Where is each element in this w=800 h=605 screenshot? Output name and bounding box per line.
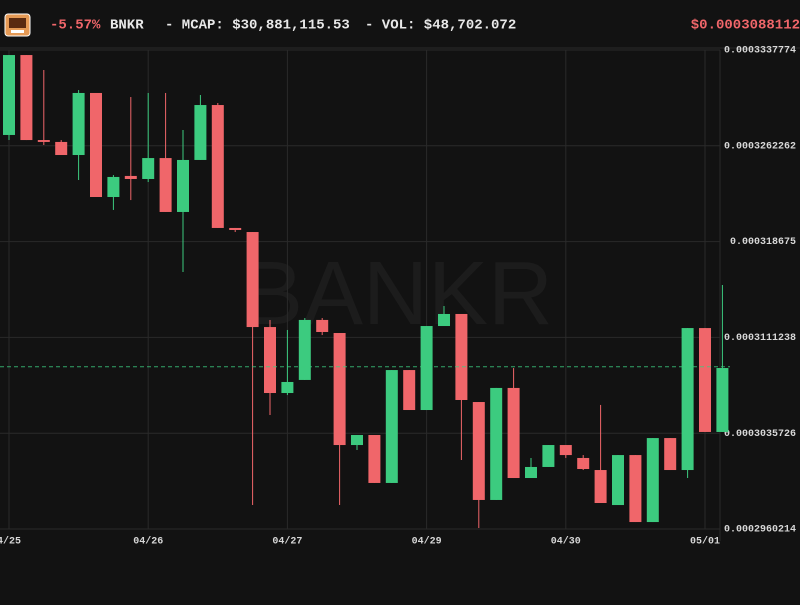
watermark: BANKR [243,244,553,344]
candle-body [37,140,50,142]
market-cap: - MCAP: $30,881,115.53 [165,18,350,34]
candle-body [72,92,85,156]
candle-body [438,313,450,327]
candle-body [107,176,120,198]
x-tick-label: 04/30 [551,536,581,548]
x-tick-label: 05/01 [690,536,720,548]
candle-body [699,328,711,432]
y-tick-label: 0.0003111238 [724,333,796,344]
candle-body [559,445,572,456]
candle-body [142,158,155,179]
candle-body [194,105,207,160]
x-tick-label: 04/27 [272,536,302,548]
candle-body [629,455,642,523]
candle-body [351,435,363,446]
candle-body [281,381,294,394]
x-tick-label: 04/29 [412,536,442,548]
y-tick-label: 0.0003262262 [724,141,796,152]
candle-body [211,105,224,228]
y-tick-label: 0.000318675 [730,237,796,248]
candle-body [681,328,694,471]
candle-body [246,232,259,328]
candle-body [55,141,68,156]
x-tick-label: 04/26 [133,536,163,548]
candle-body [542,445,555,467]
candle-body [385,370,398,483]
y-tick-label: 0.0003337774 [724,46,796,57]
candle-body [229,227,242,230]
x-tick-label: 4/25 [0,536,21,548]
price-change: -5.57% [50,18,101,34]
candle-body [455,313,468,400]
current-price: $0.0003088112 [691,18,800,34]
y-tick-label: 0.0002960214 [724,525,796,536]
symbol: BNKR [110,18,144,34]
candle-body [264,327,276,394]
candle-body [646,438,659,523]
candle-body [177,159,189,212]
candle-body [333,333,346,446]
candle-body [490,387,503,500]
candle-body [124,175,137,179]
candle-body [420,326,433,411]
candle-body [368,435,381,483]
candle-body [716,368,729,432]
candle-body [90,92,102,198]
candle-body [507,387,520,479]
candle-body [298,319,311,380]
candle-body [403,370,416,411]
candle-body [472,402,485,500]
candle-body [525,466,537,479]
candle-body [594,470,607,504]
candle-body [664,438,677,471]
y-tick-label: 0.0003035726 [724,429,796,440]
candle-body [3,55,15,135]
candle-body [316,319,329,332]
candle-body [159,158,172,212]
token-icon [4,13,31,37]
candle-body [612,455,624,506]
volume: - VOL: $48,702.072 [365,18,516,34]
candle-body [20,55,33,141]
candle-body [577,457,590,470]
